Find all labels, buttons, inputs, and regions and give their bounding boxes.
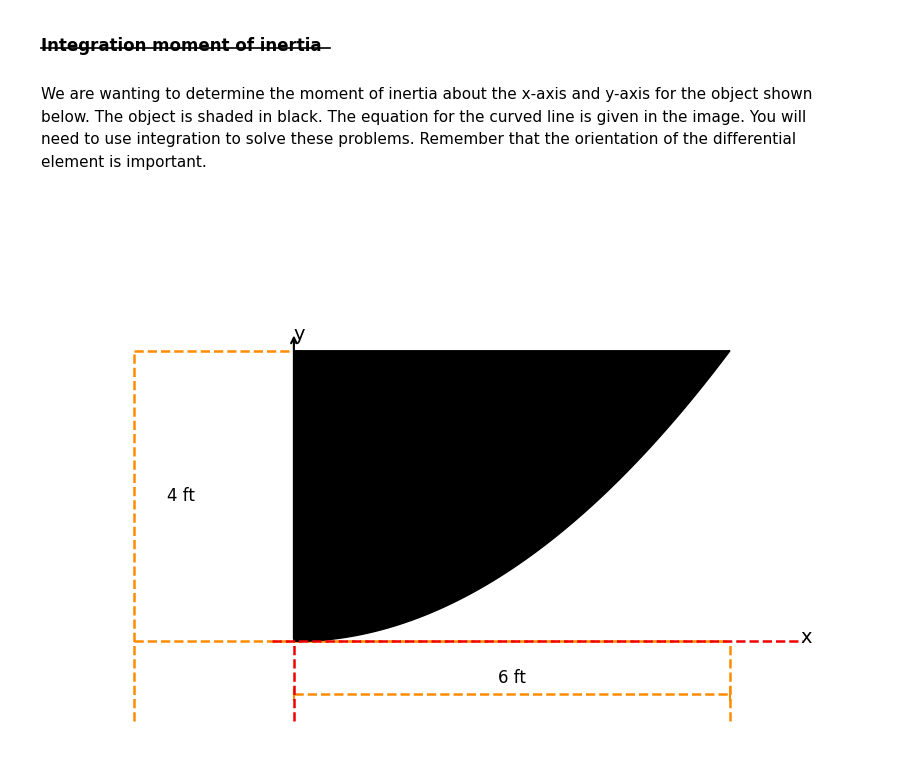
- Text: x: x: [800, 628, 811, 646]
- Text: 4 ft: 4 ft: [167, 487, 195, 505]
- Text: Integration moment of inertia: Integration moment of inertia: [41, 37, 321, 55]
- Text: $y = \dfrac{1}{9}x^2$: $y = \dfrac{1}{9}x^2$: [518, 437, 591, 475]
- Text: 6 ft: 6 ft: [498, 669, 526, 687]
- Text: y: y: [293, 326, 304, 344]
- Polygon shape: [293, 351, 729, 642]
- Text: We are wanting to determine the moment of inertia about the x-axis and y-axis fo: We are wanting to determine the moment o…: [41, 87, 811, 170]
